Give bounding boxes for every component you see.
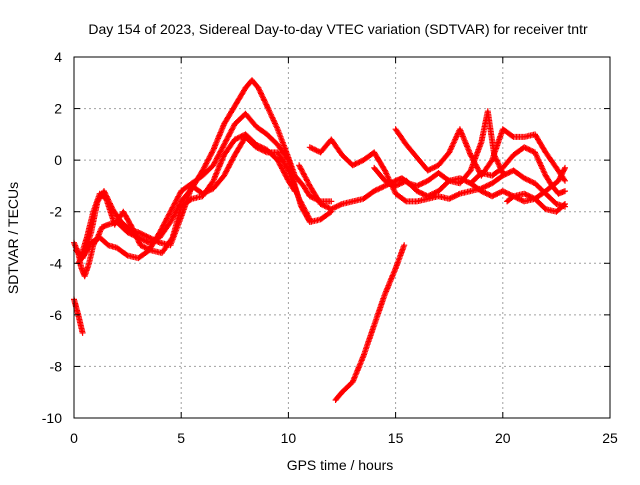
series-markers bbox=[392, 126, 568, 184]
data-points bbox=[71, 77, 568, 403]
y-tick-label: -8 bbox=[50, 358, 63, 374]
y-tick-label: 2 bbox=[54, 101, 62, 117]
y-tick-label: -10 bbox=[42, 410, 62, 426]
series-markers bbox=[371, 108, 506, 200]
x-tick-label: 5 bbox=[177, 430, 185, 446]
series-track-d bbox=[77, 131, 298, 262]
series-markers bbox=[332, 242, 408, 403]
x-tick-label: 15 bbox=[388, 430, 404, 446]
y-tick-label: 4 bbox=[54, 49, 62, 65]
series-markers bbox=[504, 190, 568, 215]
x-tick-label: 20 bbox=[495, 430, 511, 446]
series-track-h bbox=[392, 126, 568, 184]
series-track-k bbox=[504, 190, 568, 215]
y-tick-label: -2 bbox=[50, 204, 63, 220]
x-tick-label: 10 bbox=[281, 430, 297, 446]
x-tick-label: 25 bbox=[602, 430, 618, 446]
grid bbox=[74, 57, 610, 418]
y-tick-label: 0 bbox=[54, 152, 62, 168]
y-axis-label: SDTVAR / TECUs bbox=[5, 182, 21, 294]
x-tick-label: 0 bbox=[70, 430, 78, 446]
y-tick-label: -6 bbox=[50, 307, 63, 323]
y-tick-label: -4 bbox=[50, 255, 63, 271]
plot-border bbox=[73, 56, 611, 419]
series-track-i bbox=[371, 108, 506, 200]
series-markers bbox=[77, 131, 298, 262]
axes: 0 5 10 15 20 25 -10 -8 -6 -4 -2 0 2 4 bbox=[42, 49, 618, 446]
x-axis-label: GPS time / hours bbox=[287, 457, 394, 473]
chart-title: Day 154 of 2023, Sidereal Day-to-day VTE… bbox=[88, 21, 588, 37]
series-track-l bbox=[332, 242, 408, 403]
